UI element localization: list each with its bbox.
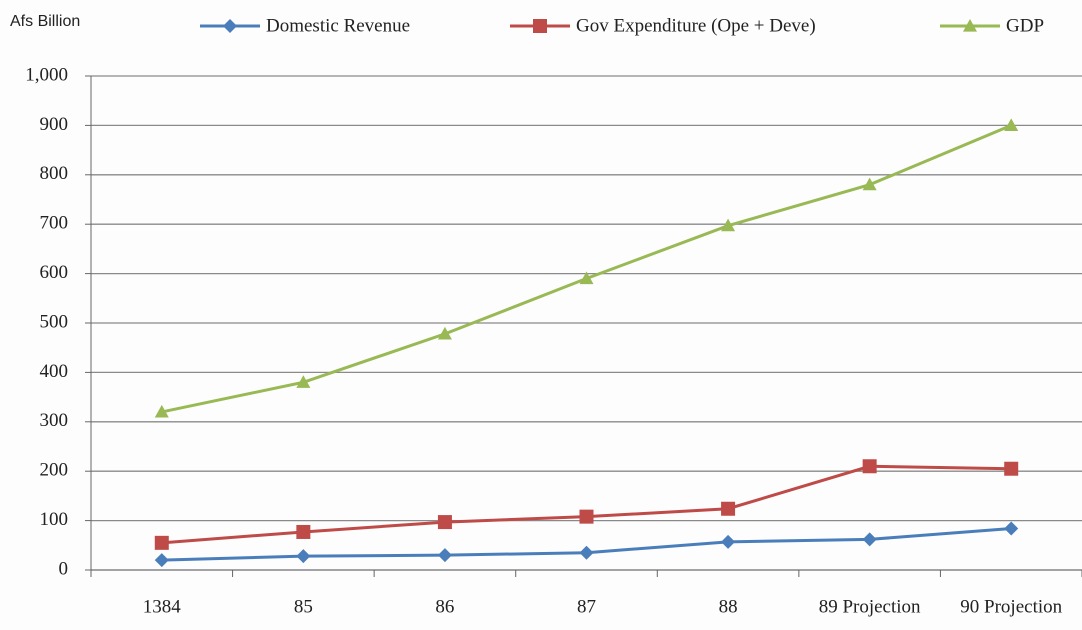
x-tick-label: 87: [577, 596, 596, 617]
data-point: [862, 532, 877, 547]
x-tick-label: 88: [719, 596, 738, 617]
data-point: [154, 404, 169, 418]
x-tick-label: 90 Projection: [960, 596, 1062, 617]
data-point: [437, 515, 452, 530]
data-point: [579, 271, 594, 285]
x-tick-label: 85: [294, 596, 313, 617]
data-point: [296, 524, 311, 539]
y-tick-label: 300: [40, 410, 69, 431]
legend-label: Gov Expenditure (Ope + Deve): [576, 15, 816, 36]
data-point: [862, 177, 877, 191]
data-point: [862, 459, 877, 474]
data-point: [296, 549, 311, 564]
legend-label: GDP: [1006, 15, 1044, 36]
x-tick-label: 1384: [143, 596, 182, 617]
y-tick-label: 700: [40, 213, 69, 234]
y-tick-label: 500: [40, 311, 69, 332]
y-axis-label: Afs Billion: [10, 13, 80, 30]
legend-marker: [533, 19, 547, 33]
legend-label: Domestic Revenue: [266, 15, 410, 36]
data-point: [437, 548, 452, 563]
y-tick-label: 0: [59, 558, 69, 579]
x-tick-label: 86: [435, 596, 454, 617]
y-tick-label: 200: [40, 460, 69, 481]
data-point: [154, 535, 169, 550]
data-point: [296, 375, 311, 388]
data-point: [1004, 521, 1019, 536]
data-point: [579, 509, 594, 524]
data-point: [721, 218, 736, 232]
data-point: [1004, 118, 1019, 131]
y-tick-label: 1,000: [25, 64, 68, 85]
y-tick-label: 900: [40, 114, 69, 135]
data-point: [154, 553, 169, 568]
y-tick-label: 400: [40, 361, 69, 382]
y-tick-label: 600: [40, 262, 69, 283]
legend-marker: [963, 19, 977, 32]
legend-marker: [223, 19, 237, 33]
data-point: [721, 501, 736, 516]
data-point: [721, 534, 736, 549]
data-point: [1004, 461, 1019, 476]
y-tick-label: 800: [40, 163, 69, 184]
y-tick-label: 100: [40, 509, 69, 530]
x-tick-label: 89 Projection: [819, 596, 921, 617]
data-point: [579, 545, 594, 560]
data-point: [437, 326, 452, 340]
